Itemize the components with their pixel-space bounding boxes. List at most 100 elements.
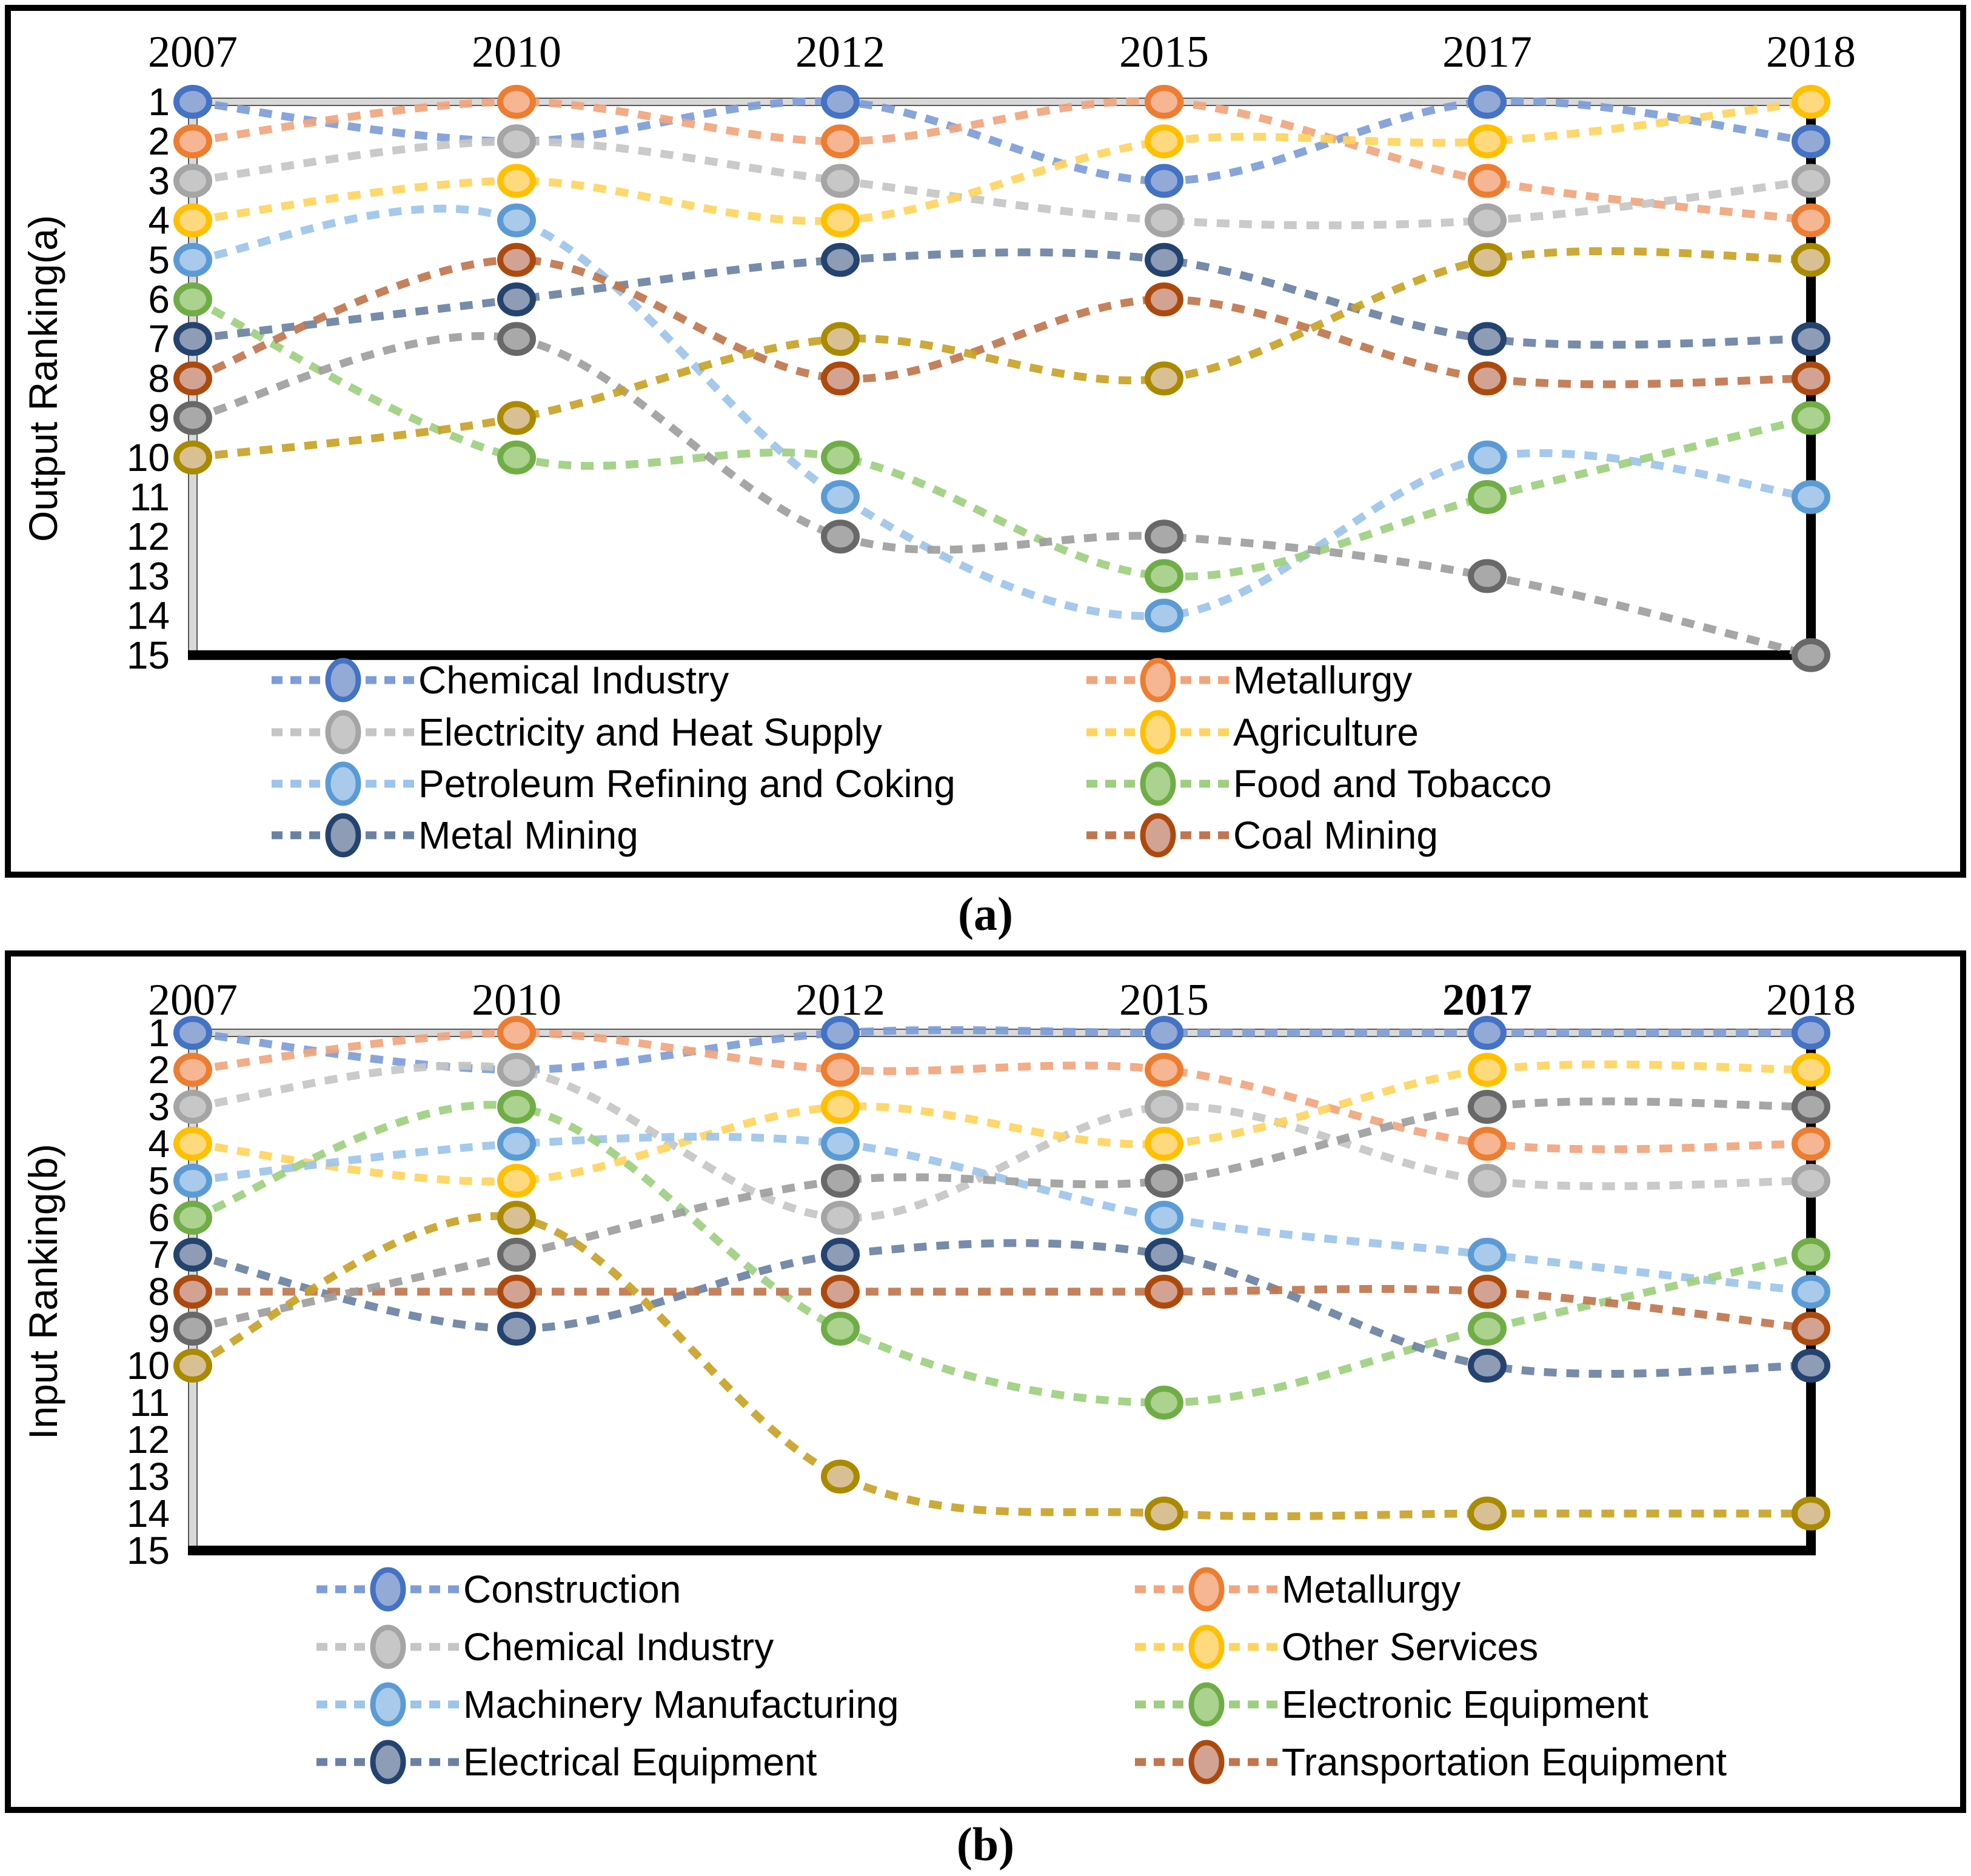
series-line [192, 97, 1812, 225]
series-marker [1468, 1127, 1507, 1161]
legend-label: Electrical Equipment [463, 1740, 817, 1784]
legend: Chemical Industry Metallurgy Electricity a… [272, 658, 1551, 858]
series-marker [1792, 1090, 1830, 1124]
legend-item: Machinery Manufacturing [316, 1682, 899, 1727]
legend-marker [1140, 761, 1176, 806]
input-ranking-bump-chart: 2007 2010 2012 2015 2017 20181234567891011121… [21, 975, 1856, 1784]
series-marker [821, 1016, 860, 1050]
series-line [191, 1212, 1811, 1521]
rank-label: 13 [127, 1455, 170, 1498]
panel-caption-a: (a) [958, 887, 1013, 940]
legend-marker [1188, 1567, 1225, 1612]
series-line [191, 256, 1812, 389]
rank-label: 6 [148, 1196, 170, 1240]
series-line [193, 1284, 1812, 1333]
x-axis-labels: 2007 2010 2012 2015 2017 2018 [148, 975, 1856, 1025]
series-marker [1792, 1312, 1830, 1346]
series-machinery-manufacturing [173, 1127, 1830, 1309]
series-marker [1792, 1016, 1830, 1050]
legend-marker [1140, 658, 1176, 703]
series-marker [173, 124, 212, 159]
series-marker [497, 1201, 536, 1235]
legend-label: Metallurgy [1282, 1567, 1461, 1611]
series-marker [1468, 1164, 1507, 1198]
series-marker [1145, 1090, 1183, 1124]
series-marker [1792, 85, 1830, 119]
rank-label: 12 [127, 515, 170, 558]
series-line [192, 248, 1812, 349]
series-marker [821, 124, 860, 159]
series-marker [1145, 598, 1183, 633]
legend-item: Agriculture [1086, 710, 1419, 755]
series-marker [173, 1349, 212, 1383]
rank-label: 11 [130, 475, 170, 519]
legend-label: Construction [463, 1567, 681, 1611]
series-marker [497, 85, 536, 119]
legend-label: Electricity and Heat Supply [418, 710, 882, 754]
series-marker [1792, 1053, 1830, 1087]
series-marker [821, 203, 860, 238]
series-marker [1145, 164, 1183, 198]
series-petroleum-refining-and-coking [173, 203, 1830, 633]
series-chemical-industry [173, 1053, 1830, 1235]
series-marker [173, 440, 212, 475]
series-marker [1468, 203, 1507, 238]
series-marker [497, 242, 536, 277]
legend-label: Coal Mining [1233, 813, 1438, 857]
series-marker [821, 242, 860, 277]
legend-marker [325, 813, 361, 858]
legend-marker [1140, 710, 1176, 755]
series-electricity-and-heat-supply [173, 124, 1830, 238]
bottom-axis-line [188, 650, 1816, 660]
series-marker [1792, 1497, 1830, 1531]
series-unlabeled-8 [173, 1090, 1830, 1346]
series-unlabeled-9 [173, 1201, 1830, 1531]
legend-marker [325, 710, 361, 755]
rank-label: 5 [148, 238, 170, 282]
year-label: 2010 [472, 27, 561, 77]
rank-label: 12 [127, 1418, 170, 1461]
series-marker [497, 440, 536, 475]
series-transportation-equipment [173, 1275, 1830, 1346]
series-marker [1145, 1164, 1183, 1198]
series-marker [1792, 1275, 1830, 1309]
series-marker [1145, 1238, 1183, 1272]
figure-page: 2007 2010 2012 2015 2017 2018 1 2 3 4 5 6 7 8 9 10 11 12 1… [0, 5, 1971, 1876]
series-marker [497, 282, 536, 316]
series-marker [173, 1164, 212, 1198]
series-marker [1468, 1016, 1507, 1050]
series-marker [1792, 164, 1830, 198]
rank-label: 1 [148, 1011, 170, 1055]
legend-item: Electrical Equipment [316, 1740, 817, 1784]
series-marker [1145, 1053, 1183, 1087]
legend-label: Food and Tobacco [1233, 762, 1551, 806]
rank-label: 15 [127, 633, 170, 677]
series-marker [1792, 1164, 1830, 1198]
legend-marker [1188, 1624, 1225, 1669]
legend-item: Electronic Equipment [1135, 1682, 1648, 1727]
rank-label: 8 [148, 356, 170, 400]
series-marker [821, 164, 860, 198]
series-marker [1468, 85, 1507, 119]
series-marker [1468, 1275, 1507, 1309]
series-marker [1792, 203, 1830, 238]
legend-item: Coal Mining [1086, 813, 1438, 858]
series-marker [173, 203, 212, 238]
rank-label: 4 [148, 1122, 170, 1166]
series-marker [1792, 480, 1830, 514]
panel-caption-b: (b) [956, 1818, 1015, 1871]
legend-item: Food and Tobacco [1086, 761, 1551, 806]
series-marker [1145, 519, 1183, 554]
series-marker [1792, 1127, 1830, 1161]
series-marker [821, 361, 860, 396]
legend-marker [370, 1624, 406, 1669]
rank-label: 14 [127, 1492, 170, 1535]
legend-marker [370, 1567, 406, 1612]
series-marker [1792, 401, 1830, 435]
rank-label: 1 [148, 80, 170, 124]
series-marker [1792, 638, 1830, 672]
rank-label: 15 [127, 1529, 170, 1572]
series-marker [1145, 1386, 1183, 1420]
series-marker [173, 361, 212, 396]
series-marker [497, 203, 536, 238]
